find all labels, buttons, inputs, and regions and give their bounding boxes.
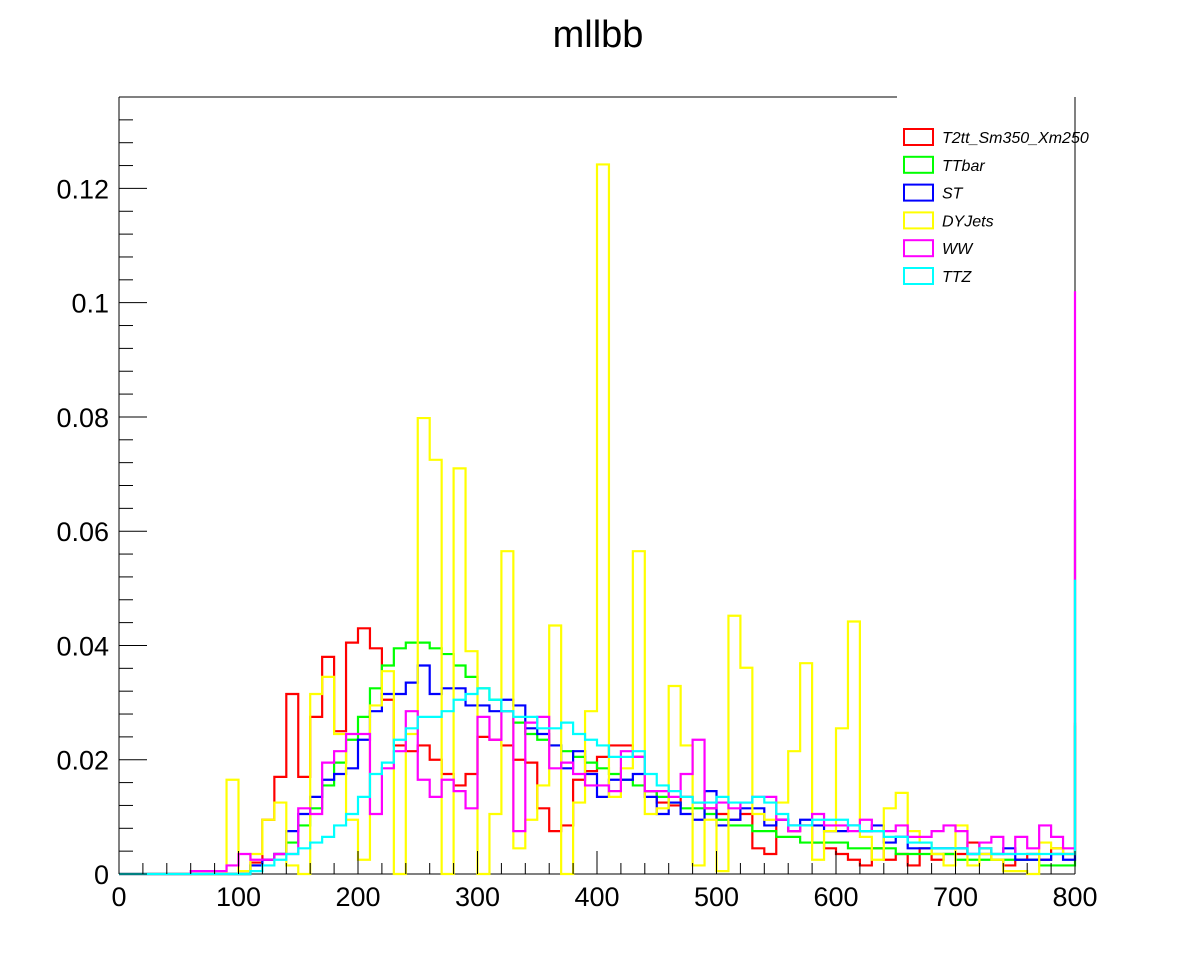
legend-label-4: WW — [942, 241, 974, 258]
x-tick-label-7: 700 — [933, 882, 978, 912]
x-tick-label-3: 300 — [455, 882, 500, 912]
legend-label-0: T2tt_Sm350_Xm250 — [942, 130, 1089, 147]
series-line-4 — [119, 291, 1077, 876]
legend-swatch-5 — [903, 267, 934, 285]
legend-label-3: DYJets — [942, 213, 994, 230]
y-tick-label-6: 0.12 — [56, 174, 109, 204]
legend-swatch-2 — [903, 183, 934, 202]
y-tick-label-2: 0.04 — [56, 631, 109, 661]
x-tick-label-1: 100 — [216, 882, 261, 912]
series-layer — [119, 163, 1077, 876]
chart-title: mllbb — [553, 14, 644, 56]
x-tick-label-5: 500 — [694, 882, 739, 912]
x-tick-label-8: 800 — [1052, 882, 1097, 912]
legend-label-2: ST — [942, 186, 964, 203]
legend: T2tt_Sm350_Xm250 TTbar ST DYJets WW TTZ — [903, 128, 1089, 286]
legend-swatch-3 — [903, 211, 934, 230]
axes-layer: 0 100 200 300 400 500 600 700 800 0 0.02 0.04 0.06 0.… — [56, 96, 1098, 912]
legend-label-5: TTZ — [942, 269, 973, 286]
y-tick-label-1: 0.02 — [56, 746, 109, 776]
legend-swatch-4 — [903, 239, 934, 258]
x-tick-label-0: 0 — [111, 882, 126, 912]
x-tick-label-6: 600 — [813, 882, 858, 912]
y-tick-label-3: 0.06 — [56, 517, 109, 547]
x-tick-label-2: 200 — [335, 882, 380, 912]
y-tick-label-0: 0 — [94, 860, 109, 890]
legend-swatch-1 — [903, 155, 934, 174]
y-tick-label-4: 0.08 — [56, 403, 109, 433]
series-line-5 — [119, 579, 1077, 876]
x-tick-label-4: 400 — [574, 882, 619, 912]
y-tick-label-5: 0.1 — [71, 289, 109, 319]
legend-label-1: TTbar — [942, 158, 985, 175]
legend-swatch-0 — [903, 128, 934, 146]
